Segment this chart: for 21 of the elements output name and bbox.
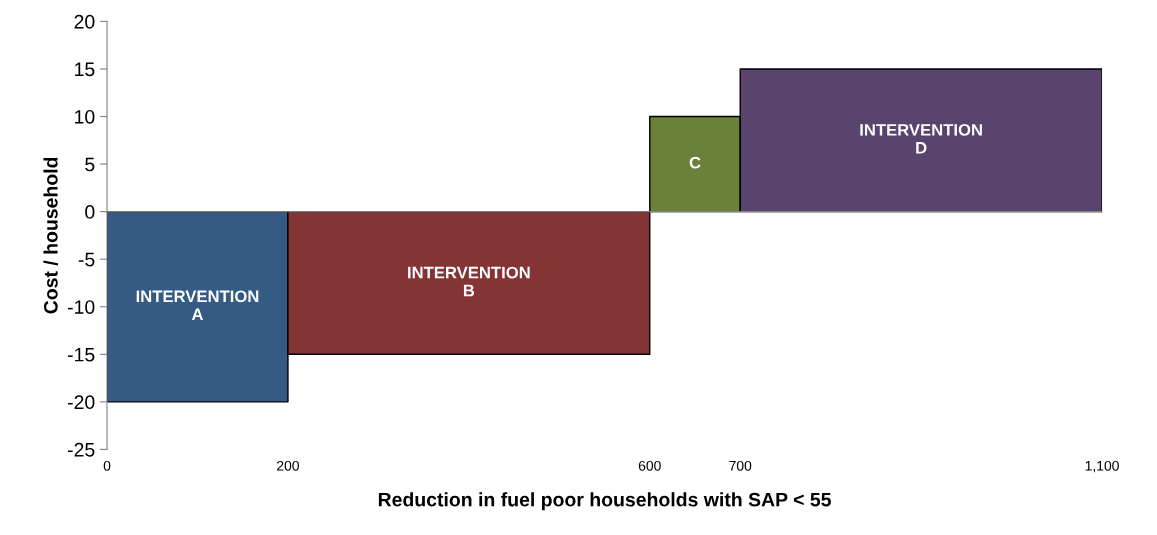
series-label: INTERVENTION B [408,266,530,297]
series-label: INTERVENTION A [136,290,259,321]
y-tick-label: 20 [74,14,95,29]
y-tick-label: -20 [67,395,95,410]
x-tick-label: 200 [277,460,299,471]
series-label: C [689,156,701,169]
series-label: INTERVENTION D [860,123,982,154]
y-tick-label: -15 [67,347,95,362]
y-tick-label: 15 [75,62,95,77]
y-tick-label: -10 [67,300,95,314]
y-tick-label: 0 [85,205,95,219]
y-tick-label: -5 [78,252,95,267]
x-tick-label: 600 [638,460,661,471]
y-tick-label: 10 [75,109,95,124]
x-axis-title: Reduction in fuel poor households with SAP < 55 [378,492,831,511]
y-tick-label: 5 [85,157,95,172]
x-tick-label: 700 [729,460,752,471]
y-axis-title: Cost / household [43,157,58,314]
x-tick-label: 1,100 [1085,460,1119,473]
y-tick-label: -25 [67,442,95,457]
x-tick-label: 0 [103,460,111,471]
